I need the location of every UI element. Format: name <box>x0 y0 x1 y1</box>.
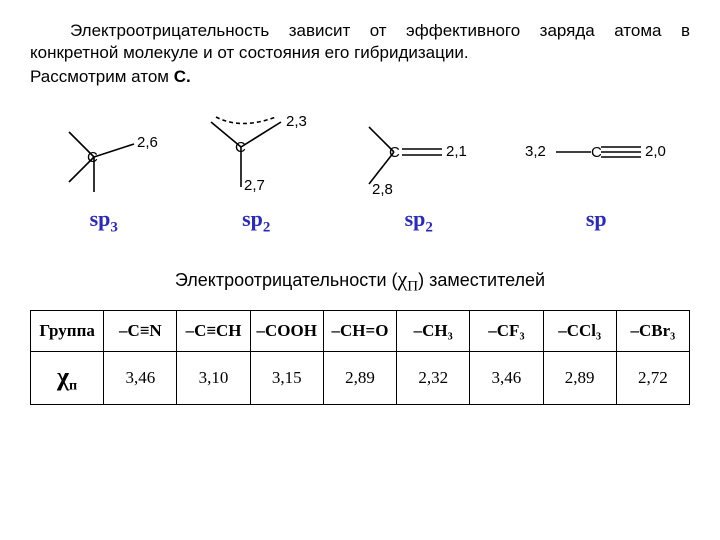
val-0: 3,46 <box>104 351 177 404</box>
col-7: –CBr₃ <box>616 310 689 351</box>
val-3: 2,89 <box>323 351 396 404</box>
sp-val-r: 2,0 <box>645 143 666 160</box>
hybridization-diagrams: C 2,6 sp3 C 2,3 2,7 sp2 <box>30 106 690 236</box>
sp2a-val-r1: 2,3 <box>286 113 307 130</box>
col-1: –C≡CH <box>177 310 250 351</box>
sp2a-label-text: sp <box>242 206 263 231</box>
sp2b-val-b: 2,8 <box>372 181 393 197</box>
row-label: χп <box>31 351 104 404</box>
diagram-sp2a: C 2,3 2,7 sp2 <box>186 102 326 236</box>
svg-text:C: C <box>389 144 400 161</box>
sp2b-label-text: sp <box>405 206 426 231</box>
val-5: 3,46 <box>470 351 543 404</box>
sp2b-label: sp2 <box>344 206 494 236</box>
sp2b-svg: C 2,1 2,8 <box>344 102 494 197</box>
sp2a-label-sub: 2 <box>263 219 271 235</box>
intro-paragraph: Электроотрицательность зависит от эффект… <box>30 20 690 64</box>
val-4: 2,32 <box>397 351 470 404</box>
col-2: –COOH <box>250 310 323 351</box>
caption-post: ) заместителей <box>418 270 545 290</box>
header-group: Группа <box>31 310 104 351</box>
consider-pre: Рассмотрим атом <box>30 67 174 86</box>
sp2b-val-r: 2,1 <box>446 143 467 160</box>
table-value-row: χп 3,46 3,10 3,15 2,89 2,32 3,46 2,89 2,… <box>31 351 690 404</box>
caption-pre: Электроотрицательности ( <box>175 270 398 290</box>
diagram-sp2b: C 2,1 2,8 sp2 <box>344 102 494 236</box>
sp-label: sp <box>511 206 681 236</box>
sp-svg: C 3,2 2,0 <box>511 102 681 197</box>
table-header-row: Группа –C≡N –C≡CH –COOH –CH=O –CH₃ –CF₃ … <box>31 310 690 351</box>
consider-atom: С. <box>174 67 191 86</box>
sp3-label: sp3 <box>39 206 169 236</box>
caption-chi: χ <box>398 266 408 291</box>
consider-line: Рассмотрим атом С. <box>30 66 690 88</box>
val-2: 3,15 <box>250 351 323 404</box>
row-label-chi: χ <box>57 362 69 391</box>
sp3-label-text: sp <box>90 206 111 231</box>
sp2a-label: sp2 <box>186 206 326 236</box>
col-6: –CCl₃ <box>543 310 616 351</box>
sp2a-val-b: 2,7 <box>244 177 265 194</box>
row-label-sub: п <box>69 377 77 393</box>
table-caption: Электроотрицательности (χП) заместителей <box>30 266 690 296</box>
diagram-sp3: C 2,6 sp3 <box>39 102 169 236</box>
caption-chi-sub: П <box>407 279 418 295</box>
svg-text:C: C <box>87 149 98 166</box>
sp2b-label-sub: 2 <box>425 219 433 235</box>
svg-text:C: C <box>235 139 246 156</box>
sp-label-text: sp <box>586 206 607 231</box>
sp3-svg: C 2,6 <box>39 102 169 197</box>
col-3: –CH=O <box>323 310 396 351</box>
sp3-label-sub: 3 <box>110 219 118 235</box>
sp3-val-r: 2,6 <box>137 134 158 151</box>
col-4: –CH₃ <box>397 310 470 351</box>
svg-text:C: C <box>591 144 602 161</box>
val-6: 2,89 <box>543 351 616 404</box>
sp-val-l: 3,2 <box>525 143 546 160</box>
sp2a-svg: C 2,3 2,7 <box>186 102 326 197</box>
val-7: 2,72 <box>616 351 689 404</box>
col-5: –CF₃ <box>470 310 543 351</box>
val-1: 3,10 <box>177 351 250 404</box>
diagram-sp: C 3,2 2,0 sp <box>511 102 681 236</box>
electronegativity-table: Группа –C≡N –C≡CH –COOH –CH=O –CH₃ –CF₃ … <box>30 310 690 405</box>
col-0: –C≡N <box>104 310 177 351</box>
